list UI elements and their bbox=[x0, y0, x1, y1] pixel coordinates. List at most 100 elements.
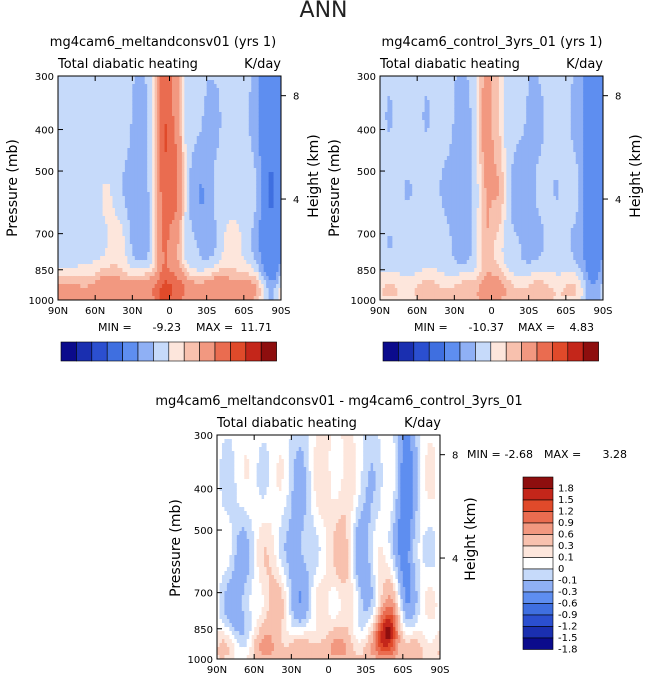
heatmap-cell bbox=[181, 160, 185, 165]
heatmap-cell bbox=[199, 76, 203, 81]
heatmap-cell bbox=[117, 96, 121, 101]
heatmap-cell bbox=[238, 112, 242, 117]
heatmap-cell bbox=[58, 276, 61, 281]
heatmap-cell bbox=[107, 144, 111, 149]
heatmap-cell bbox=[171, 284, 175, 289]
heatmap-cell bbox=[142, 264, 146, 269]
heatmap-cell bbox=[127, 212, 131, 217]
heatmap-cell bbox=[266, 268, 270, 273]
heatmap-cell bbox=[263, 108, 267, 113]
heatmap-cell bbox=[273, 220, 277, 225]
heatmap-cell bbox=[117, 148, 121, 153]
heatmap-cell bbox=[271, 128, 274, 133]
heatmap-cell bbox=[246, 252, 250, 257]
heatmap-cell bbox=[248, 136, 252, 141]
heatmap-cell bbox=[206, 164, 210, 169]
heatmap-cell bbox=[181, 288, 185, 293]
heatmap-cell bbox=[251, 172, 255, 177]
heatmap-cell bbox=[243, 144, 247, 149]
heatmap-cell bbox=[157, 100, 160, 105]
heatmap-cell bbox=[216, 100, 220, 105]
heatmap-cell bbox=[253, 136, 257, 141]
heatmap-cell bbox=[92, 244, 96, 249]
heatmap-cell bbox=[147, 288, 151, 293]
heatmap-cell bbox=[90, 180, 94, 185]
heatmap-cell bbox=[194, 140, 198, 145]
heatmap-cell bbox=[62, 260, 66, 265]
heatmap-cell bbox=[243, 84, 247, 89]
heatmap-cell bbox=[273, 216, 277, 221]
heatmap-cell bbox=[209, 124, 213, 129]
heatmap-cell bbox=[112, 248, 116, 253]
heatmap-cell bbox=[266, 136, 270, 141]
heatmap-cell bbox=[206, 296, 210, 301]
heatmap-cell bbox=[236, 244, 240, 249]
heatmap-cell bbox=[201, 92, 205, 97]
heatmap-cell bbox=[137, 184, 141, 189]
heatmap-cell bbox=[191, 152, 195, 157]
heatmap-cell bbox=[157, 192, 160, 197]
heatmap-cell bbox=[176, 160, 180, 165]
heatmap-cell bbox=[82, 76, 86, 81]
heatmap-cell bbox=[194, 292, 198, 297]
heatmap-cell bbox=[100, 188, 103, 193]
heatmap-cell bbox=[243, 156, 247, 161]
heatmap-cell bbox=[154, 224, 158, 229]
heatmap-cell bbox=[221, 232, 225, 237]
heatmap-cell bbox=[60, 188, 64, 193]
heatmap-cell bbox=[87, 136, 91, 141]
heatmap-cell bbox=[199, 160, 203, 165]
heatmap-cell bbox=[253, 172, 257, 177]
heatmap-cell bbox=[95, 272, 99, 277]
heatmap-cell bbox=[80, 244, 84, 249]
heatmap-cell bbox=[276, 80, 279, 85]
heatmap-cell bbox=[201, 152, 205, 157]
heatmap-cell bbox=[171, 156, 175, 161]
heatmap-cell bbox=[253, 108, 257, 113]
heatmap-cell bbox=[162, 288, 165, 293]
heatmap-cell bbox=[211, 88, 215, 93]
heatmap-cell bbox=[243, 224, 247, 229]
heatmap-cell bbox=[169, 240, 173, 245]
heatmap-cell bbox=[80, 212, 84, 217]
heatmap-cell bbox=[199, 144, 203, 149]
heatmap-cell bbox=[122, 172, 126, 177]
heatmap-cell bbox=[179, 180, 183, 185]
heatmap-cell bbox=[243, 272, 247, 277]
heatmap-cell bbox=[206, 184, 210, 189]
heatmap-cell bbox=[248, 172, 252, 177]
heatmap-cell bbox=[268, 112, 272, 117]
heatmap-cell bbox=[105, 264, 108, 269]
heatmap-cell bbox=[253, 152, 257, 157]
heatmap-cell bbox=[70, 96, 74, 101]
heatmap-cell bbox=[122, 264, 126, 269]
heatmap-cell bbox=[80, 204, 84, 209]
heatmap-cell bbox=[196, 128, 200, 133]
heatmap-cell bbox=[119, 204, 123, 209]
heatmap-cell bbox=[253, 224, 257, 229]
heatmap-cell bbox=[246, 96, 250, 101]
heatmap-cell bbox=[238, 96, 242, 101]
heatmap-cell bbox=[62, 284, 66, 289]
heatmap-cell bbox=[77, 280, 81, 285]
heatmap-cell bbox=[201, 112, 205, 117]
heatmap-cell bbox=[238, 284, 242, 289]
heatmap-cell bbox=[196, 180, 200, 185]
heatmap-cell bbox=[129, 172, 133, 177]
heatmap-cell bbox=[273, 284, 277, 289]
heatmap-cell bbox=[181, 108, 185, 113]
heatmap-cell bbox=[129, 204, 133, 209]
heatmap-cell bbox=[100, 96, 103, 101]
heatmap-cell bbox=[124, 256, 128, 261]
heatmap-cell bbox=[167, 292, 170, 297]
heatmap-cell bbox=[114, 264, 118, 269]
heatmap-cell bbox=[137, 216, 141, 221]
heatmap-cell bbox=[90, 188, 94, 193]
heatmap-cell bbox=[157, 240, 160, 245]
heatmap-cell bbox=[154, 132, 158, 137]
heatmap-cell bbox=[206, 248, 210, 253]
heatmap-cell bbox=[221, 236, 225, 241]
heatmap-cell bbox=[105, 200, 108, 205]
heatmap-cell bbox=[174, 284, 178, 289]
heatmap-cell bbox=[67, 200, 71, 205]
